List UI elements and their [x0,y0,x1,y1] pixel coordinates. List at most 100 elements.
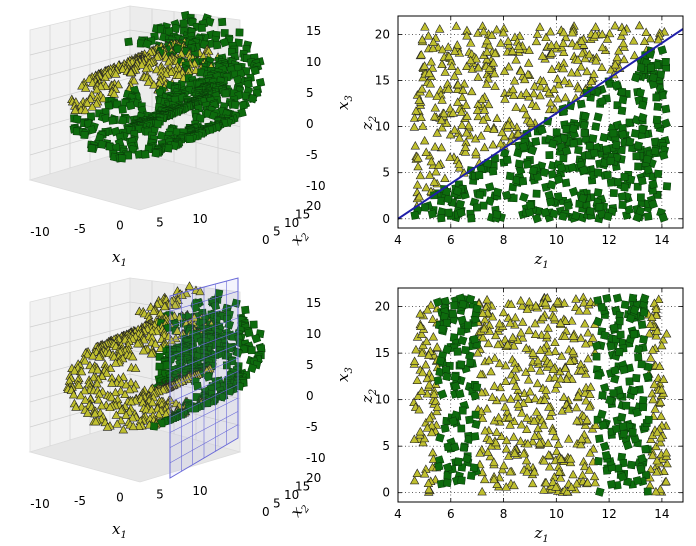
triangle-point [129,75,139,85]
triangle-point [437,44,448,54]
triangle-point [511,55,521,64]
square-point [72,114,82,124]
square-point [585,206,595,216]
triangle-point [612,52,622,62]
triangle-point [483,99,494,109]
triangle-point [521,109,531,119]
triangle-point [439,108,449,118]
square-point [597,302,607,312]
square-point [638,396,648,405]
square-point [628,293,638,303]
triangle-point [420,22,430,31]
square-point [571,210,581,221]
square-point [594,456,603,466]
triangle-point [80,105,91,115]
triangle-point [453,79,463,89]
triangle-point [567,38,577,48]
square-point [435,356,446,366]
floor-pane [28,149,242,211]
square-point [525,207,534,217]
triangle-point [137,60,147,69]
x1-tick-label: -5 [74,222,86,236]
triangle-point [416,49,427,59]
triangle-point [507,46,518,55]
square-point [635,88,645,98]
triangle-point [602,34,613,43]
triangle-point [525,116,536,126]
square-point [598,391,607,400]
square-point [603,211,613,221]
triangle-point [434,24,445,33]
triangle-point [100,72,110,82]
square-point [124,37,133,47]
square-point [638,125,647,134]
square-point [658,150,669,161]
square-point [633,344,644,355]
triangle-point [606,64,616,74]
triangle-point [490,48,500,58]
triangle-point [558,38,569,47]
square-point [633,141,644,151]
square-point [599,132,609,143]
square-point [662,182,672,191]
triangle-point [590,30,601,39]
triangle-point [452,40,462,49]
triangle-point [472,105,483,114]
square-point [443,194,453,204]
triangle-point [591,55,601,65]
square-point [618,422,628,432]
triangle-point [80,83,91,92]
square-point [629,386,639,396]
square-point [470,432,480,441]
square-point [450,372,460,382]
square-point [593,112,603,122]
triangle-point [479,105,490,114]
triangle-point [560,92,571,102]
triangle-point [462,61,472,70]
square-point [639,402,648,412]
triangle-point [513,41,524,51]
square-point [638,100,648,110]
triangle-point [561,32,571,42]
triangle-point [519,74,530,84]
square-point [653,169,663,179]
triangle-point [490,81,500,90]
x-axis-label: z1 [534,524,549,545]
triangle-point [411,106,421,115]
x3-tick-label: 15 [306,296,321,310]
square-point [661,57,670,66]
x-tick-label: 14 [654,233,669,247]
square-point [625,137,635,147]
triangle-point [496,38,506,47]
triangle-point [92,84,102,94]
square-point [472,203,481,212]
triangle-point [431,166,441,176]
triangle-point [508,84,518,94]
x2-tick-label: 10 [284,216,299,230]
triangle-point [531,101,541,110]
x3-tick-label: 10 [306,327,321,341]
square-point [438,325,447,334]
triangle-point [610,20,620,30]
triangle-point [143,77,154,86]
triangle-point [423,31,434,40]
triangle-point [432,128,442,137]
triangle-point [582,66,592,76]
triangle-point [448,108,458,117]
triangle-point [515,66,526,75]
square-point [457,476,466,485]
triangle-point [500,94,510,103]
square-point [492,210,502,219]
x-tick-label: 6 [447,233,455,247]
triangle-point [417,84,427,93]
square-point [639,334,649,345]
triangle-point [576,62,586,71]
square-point [440,423,450,433]
square-point [164,144,173,153]
triangle-point [440,173,450,182]
square-point [461,345,470,355]
square-point [559,154,568,163]
triangle-point [495,138,506,148]
